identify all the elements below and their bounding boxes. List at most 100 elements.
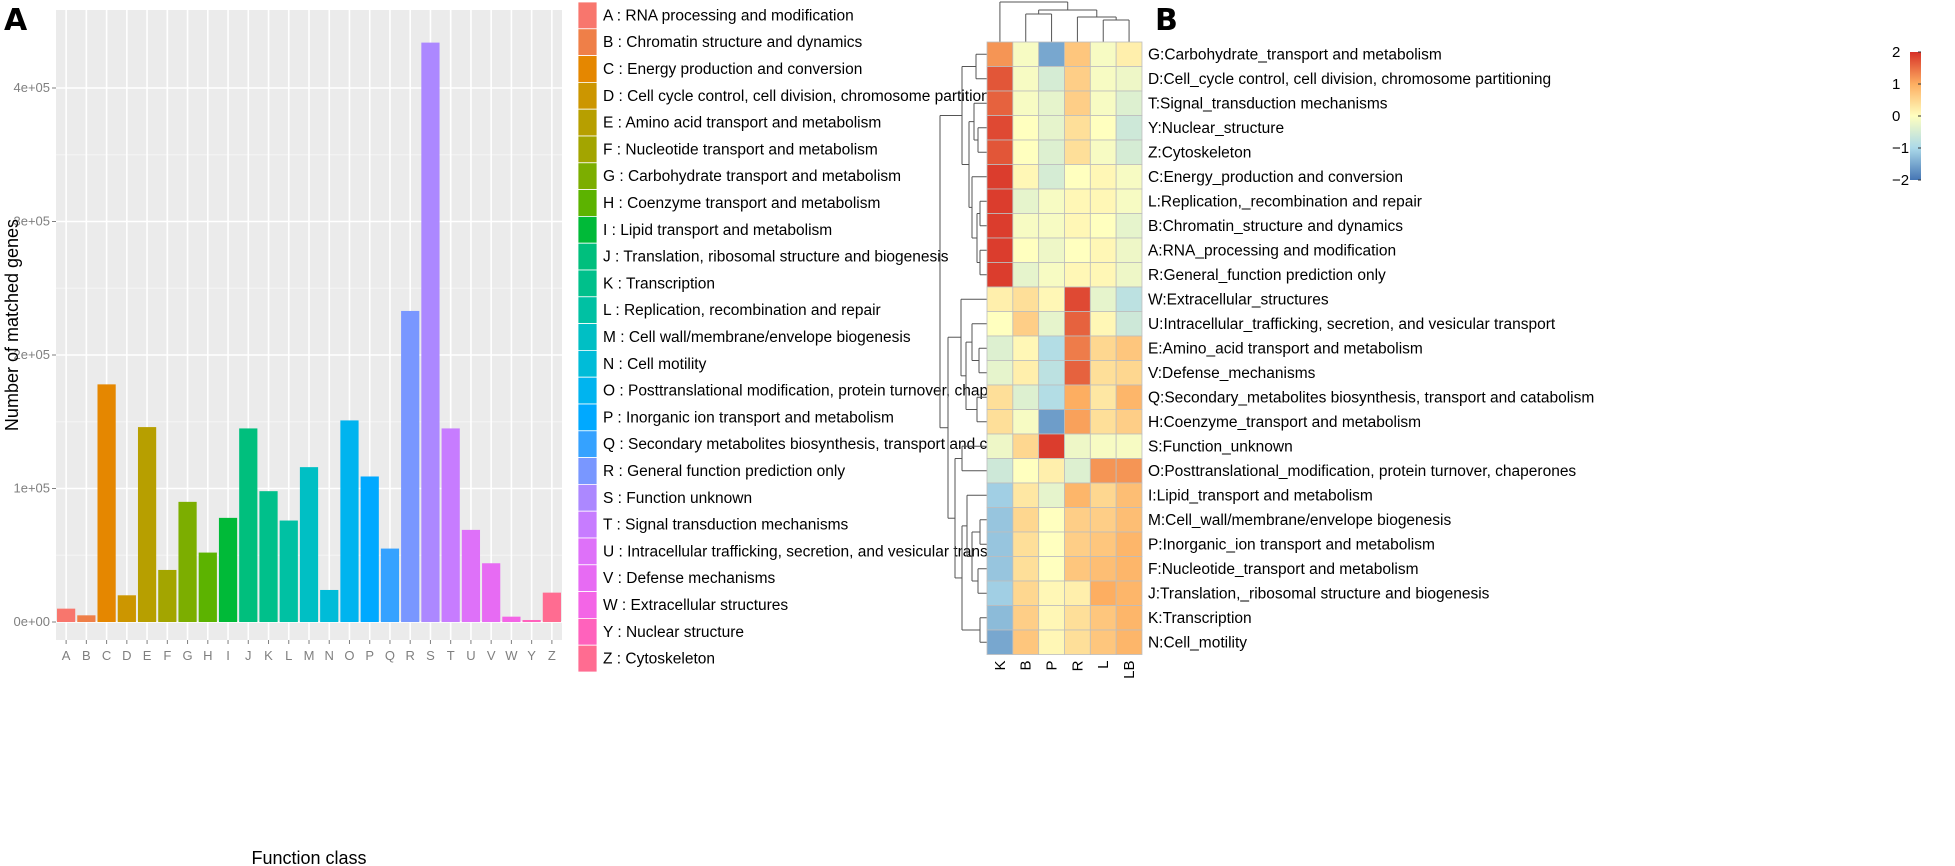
heatmap-cell [1012,629,1040,655]
legend-swatch [577,189,598,217]
heatmap-cell [986,139,1014,165]
heatmap-cell [986,66,1014,92]
legend-label: C : Energy production and conversion [603,61,862,78]
bar-T [441,428,460,622]
heatmap-cell [1038,311,1065,337]
color-scale-label: −2 [1892,172,1909,189]
x-tick-label: Y [527,648,536,663]
bar-A [57,608,76,622]
heatmap-cell [1115,188,1143,214]
heatmap-row-labels: G:Carbohydrate_transport and metabolism D… [1148,46,1594,651]
color-scale-label: 1 [1892,76,1900,93]
legend-label: H : Coenzyme transport and metabolism [603,195,880,212]
heatmap-cell [986,482,1014,508]
heatmap-cell [986,286,1014,312]
legend-swatch [577,135,598,164]
x-tick-label: N [325,648,334,663]
heatmap-cell [1115,90,1143,116]
heatmap-cell [1038,629,1065,655]
bar-K [259,491,278,622]
bar-H [198,552,217,622]
heatmap-cell [1089,629,1117,655]
heatmap-cell [1012,90,1040,116]
y-axis-title: Number of matched genes [2,219,22,431]
x-tick-label: E [143,648,152,663]
legend-swatch [577,269,598,298]
heatmap-cell [1012,139,1040,165]
heatmap-cell [1089,286,1117,312]
heatmap-cell [986,580,1014,606]
bar-W [502,616,521,622]
heatmap-cell [1089,237,1117,263]
heatmap-cell [1038,286,1065,312]
x-tick-label: I [226,648,230,663]
heatmap-cell [1064,507,1091,533]
legend-swatch [577,108,598,137]
heatmap-cell [986,556,1014,582]
heatmap-cell [1064,433,1091,459]
heatmap-row-label: H:Coenzyme_transport and metabolism [1148,414,1421,431]
row-dendrogram [939,53,987,643]
heatmap-cell [1089,311,1117,337]
heatmap-row-label: B:Chromatin_structure and dynamics [1148,218,1403,235]
heatmap-cell [1064,164,1091,190]
heatmap-cell [986,213,1014,239]
heatmap-column-label: LB [1121,661,1138,679]
heatmap-cell [1038,360,1065,386]
heatmap-cell [1012,213,1040,239]
heatmap-cell [986,262,1014,288]
legend-label: O : Posttranslational modification, prot… [603,383,1036,400]
heatmap-cell [986,629,1014,655]
heatmap-cell [1038,41,1065,67]
bar-J [239,428,258,622]
bar-C [97,384,116,622]
heatmap-cell [986,164,1014,190]
heatmap-row-label: J:Translation,_ribosomal structure and b… [1148,585,1490,602]
heatmap-row-label: Z:Cytoskeleton [1148,144,1251,161]
bar-Z [542,592,561,622]
heatmap-row-label: I:Lipid_transport and metabolism [1148,487,1373,504]
heatmap-cell [1115,139,1143,165]
heatmap-cell [1089,188,1117,214]
legend-swatch [577,215,598,244]
heatmap-cell [1038,66,1065,92]
bar-Y [522,619,541,622]
heatmap-row-label: Q:Secondary_metabolites biosynthesis, tr… [1148,389,1594,406]
legend-label: G : Carbohydrate transport and metabolis… [603,168,901,185]
heatmap-cell [1038,164,1065,190]
heatmap-row-label: W:Extracellular_structures [1148,291,1329,308]
heatmap-cell [1115,384,1143,410]
heatmap-row-label: C:Energy_production and conversion [1148,169,1403,186]
heatmap-panel: B G:Carbohydrate_transport and metabolis… [939,1,1921,679]
heatmap-cell [986,41,1014,67]
panel-label-a: A [4,3,28,38]
heatmap-cell [1115,262,1143,288]
heatmap-cell [1064,66,1091,92]
heatmap-row-label: D:Cell_cycle control, cell division, chr… [1148,71,1551,88]
panel-label-b: B [1155,3,1178,38]
heatmap-cell [1115,311,1143,337]
heatmap-cell [1115,237,1143,263]
bar-O [340,420,359,622]
legend-label: Y : Nuclear structure [603,624,744,641]
bar-L [279,520,298,622]
color-scale-ticks: 2 1 0 −1 −2 [1892,44,1921,189]
legend-swatch [577,296,598,324]
heatmap-cell [1012,262,1040,288]
legend-label: U : Intracellular trafficking, secretion… [603,543,1015,560]
bar-F [158,569,177,622]
x-tick-label: R [406,648,415,663]
heatmap-cell [1012,384,1040,410]
heatmap-cell [1012,237,1040,263]
legend-label: B : Chromatin structure and dynamics [603,34,863,51]
heatmap-column-label: R [1069,660,1086,671]
legend-swatch [577,457,598,485]
heatmap-row-label: V:Defense_mechanisms [1148,365,1316,382]
legend-label: W : Extracellular structures [603,597,788,614]
y-tick-label: 0e+00 [13,614,50,629]
heatmap-row-label: P:Inorganic_ion transport and metabolism [1148,536,1435,553]
bar-M [299,467,319,622]
legend-swatch [577,28,598,56]
legend-swatch [577,618,598,646]
x-tick-label: S [426,648,435,663]
